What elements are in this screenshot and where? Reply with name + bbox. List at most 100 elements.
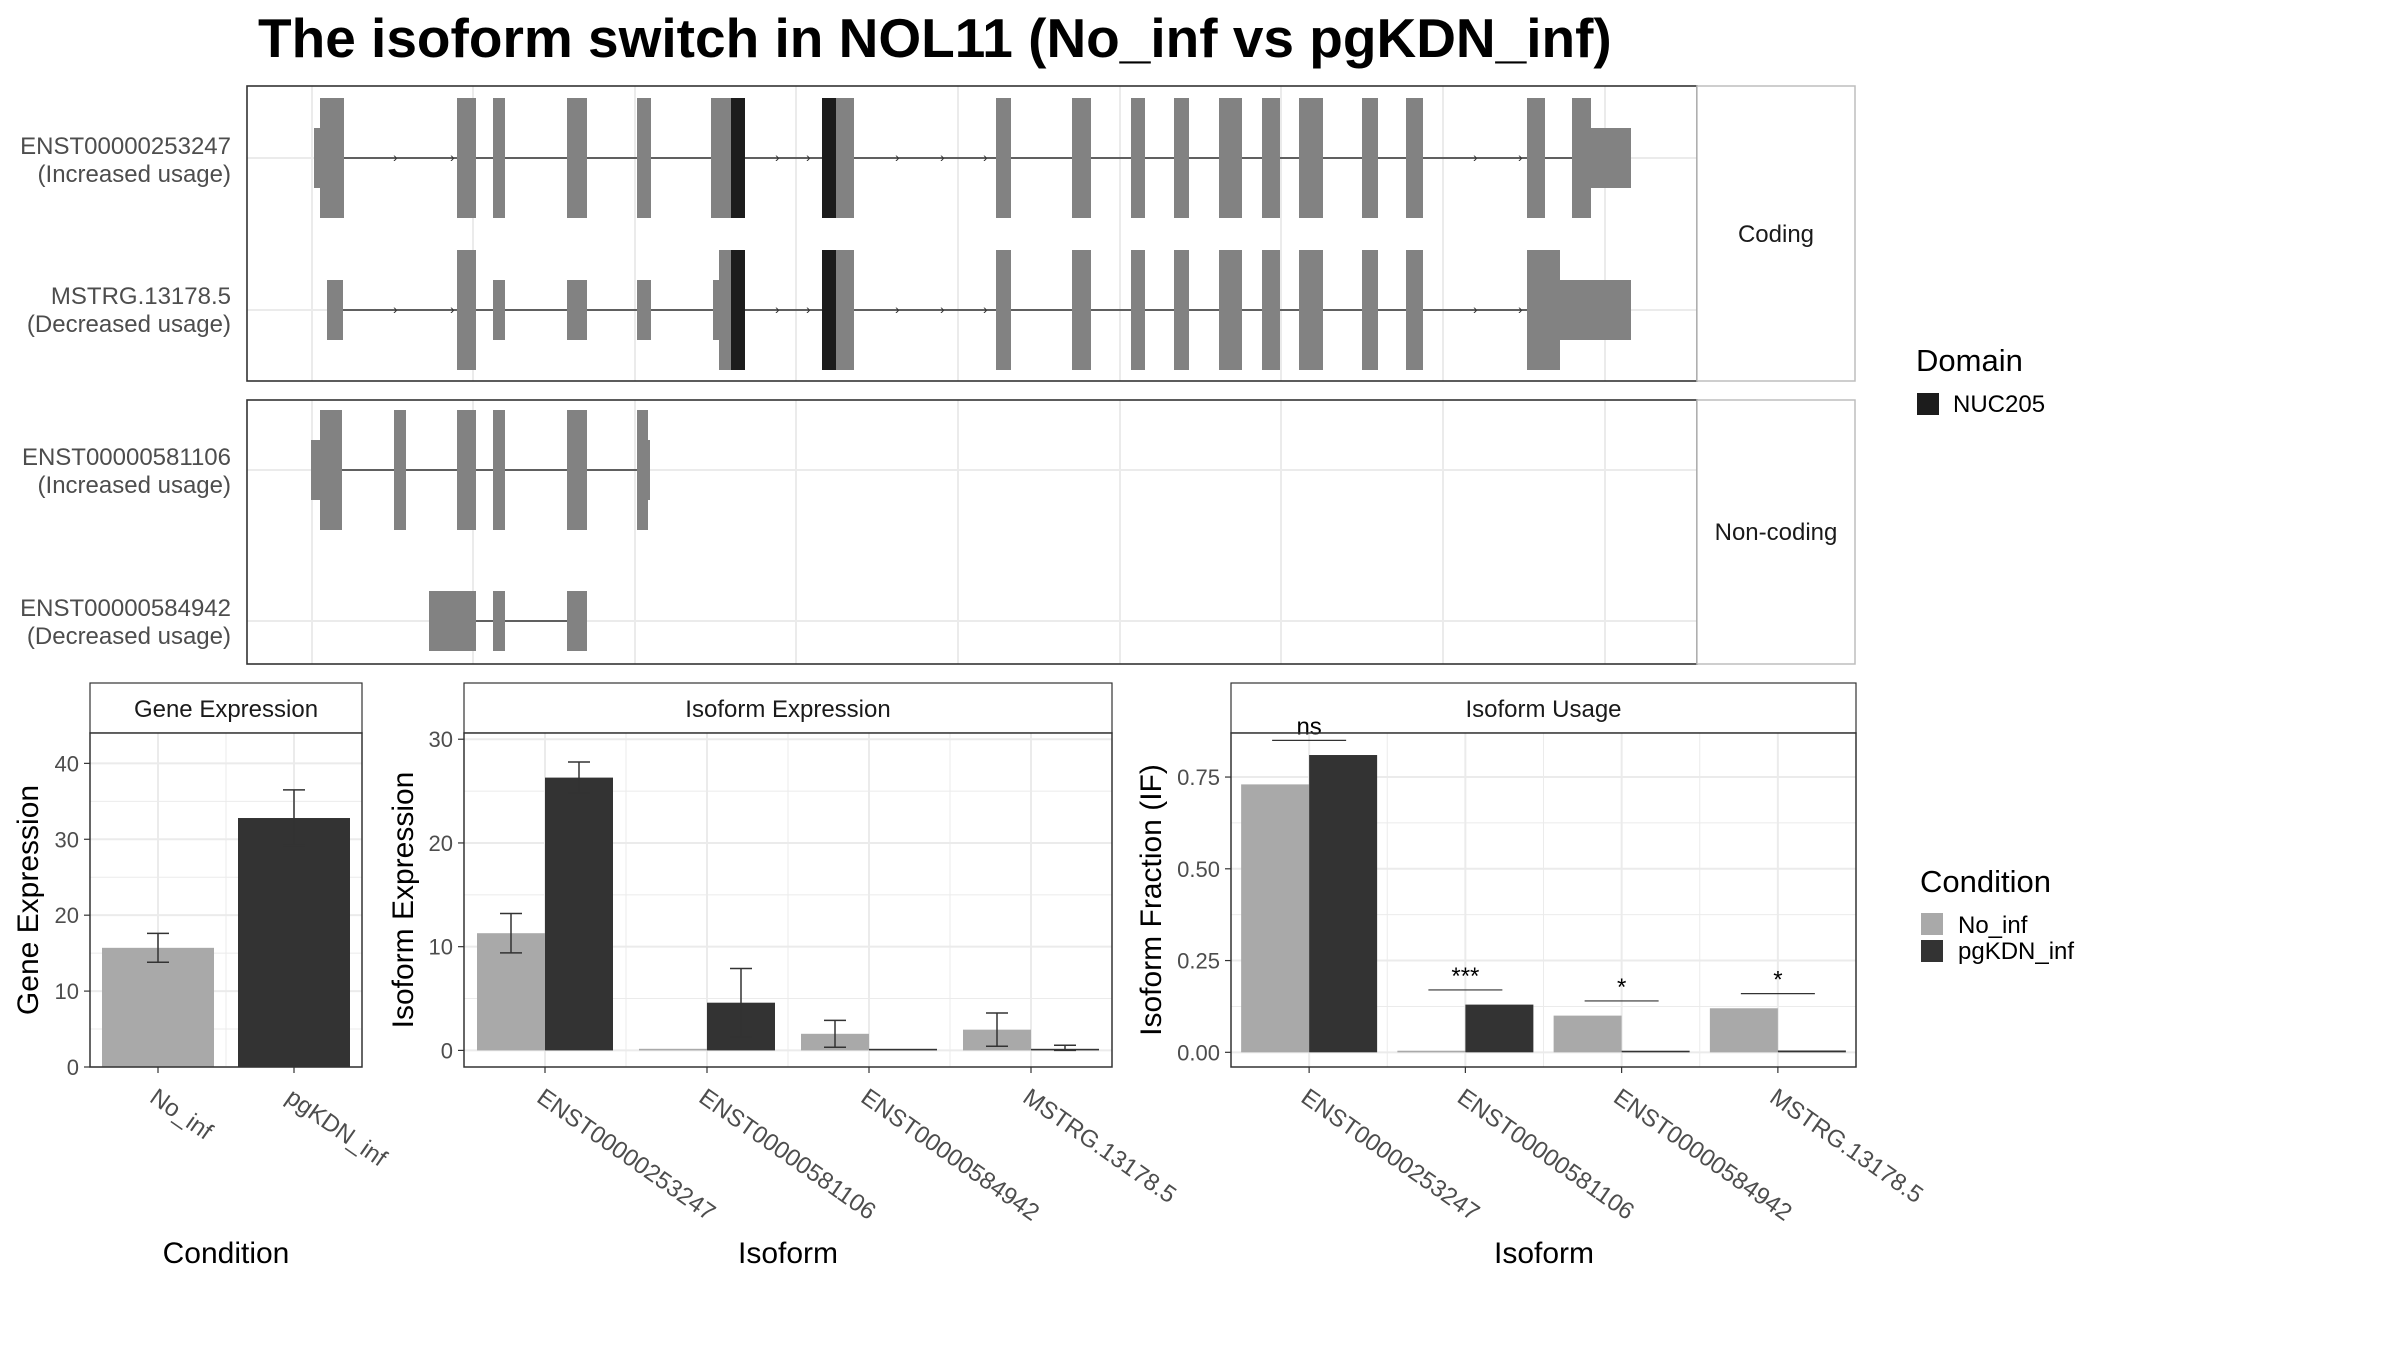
bar-no-inf-enst00000581106	[639, 1048, 707, 1051]
condition-legend-swatch-no-inf	[1921, 913, 1943, 935]
y-tick-label: 10	[55, 979, 79, 1004]
condition-legend-title: Condition	[1920, 864, 2051, 899]
x-axis-title: Isoform	[1494, 1237, 1594, 1270]
y-tick-label: 0	[67, 1055, 79, 1080]
svg-text:›: ›	[393, 301, 398, 317]
bars	[477, 761, 1099, 1052]
bar-pgkdn-inf-enst00000584942	[869, 1048, 937, 1051]
structure-facet-noncoding: Non-coding	[246, 399, 1856, 665]
bar-pgkdn-inf	[238, 818, 350, 1067]
x-tick-label-pgkdn-inf: pgKDN_inf	[281, 1084, 392, 1173]
bar-no-inf-enst00000584942	[1553, 1015, 1622, 1053]
bars	[102, 789, 350, 1067]
x-tick-label-mstrg-13178-5: MSTRG.13178.5	[1018, 1084, 1181, 1209]
svg-text:›: ›	[1518, 149, 1523, 165]
facet-strip-label-coding: Coding	[1738, 221, 1814, 248]
transcript-track-enst00000253247: › › › › › › › › ›	[314, 98, 1631, 218]
x-axis-title: Condition	[163, 1237, 290, 1270]
x-tick-label-no-inf: No_inf	[145, 1084, 218, 1146]
transcript-label-mstrg-13178-5: MSTRG.13178.5	[51, 283, 231, 310]
y-axis-title: Gene Expression	[12, 785, 45, 1015]
y-tick-label: 30	[55, 827, 79, 852]
svg-text:›: ›	[775, 149, 780, 165]
bar-pgkdn-inf-enst00000253247	[545, 777, 613, 1051]
transcript-labels: ENST00000253247 (Increased usage) MSTRG.…	[20, 133, 231, 650]
y-tick-label: 20	[55, 903, 79, 928]
svg-text:›: ›	[1473, 149, 1478, 165]
structure-facet-coding: Coding › › › › › › › › ›	[246, 85, 1856, 382]
x-tick-label-enst00000581106: ENST00000581106	[694, 1084, 881, 1226]
transcript-label-enst00000584942: ENST00000584942	[20, 595, 231, 622]
svg-text:›: ›	[940, 301, 945, 317]
domain-legend-title: Domain	[1916, 343, 2023, 378]
error-bar	[824, 1019, 846, 1049]
domain-nuc205-enst00000253247	[731, 98, 836, 218]
chart-gene-expression: Gene Expression 0 10 20 30 40 No_inf pgKDN_inf C…	[12, 682, 392, 1270]
domain-nuc205-mstrg-13178-5	[731, 250, 836, 370]
bar-no-inf-enst00000581106	[1397, 1050, 1466, 1053]
svg-text:›: ›	[983, 149, 988, 165]
bar-pgkdn-inf-enst00000253247	[1309, 755, 1378, 1053]
panel-border	[1230, 732, 1857, 1068]
transcript-label-enst00000253247: ENST00000253247	[20, 133, 231, 160]
y-axis-title: Isoform Expression	[387, 772, 420, 1029]
chart-isoform-expression: Isoform Expression 0 10 20 30 ENST00000253247…	[387, 682, 1181, 1270]
significance-label: ***	[1451, 963, 1479, 990]
x-tick-label-enst00000584942: ENST00000584942	[856, 1084, 1044, 1227]
svg-text:›: ›	[775, 301, 780, 317]
svg-text:›: ›	[806, 149, 811, 165]
y-tick-label: 0.50	[1177, 857, 1220, 882]
significance-label: ns	[1296, 713, 1321, 740]
condition-legend-swatch-pgkdn-inf	[1921, 940, 1943, 962]
svg-text:›: ›	[1473, 301, 1478, 317]
condition-legend-label-no-inf: No_inf	[1958, 912, 2028, 939]
y-axis: 0.00 0.25 0.50 0.75	[1177, 765, 1231, 1065]
strip-label: Isoform Expression	[685, 696, 890, 723]
x-tick-label-enst00000253247: ENST00000253247	[532, 1084, 720, 1227]
bar-charts: Gene Expression 0 10 20 30 40 No_inf pgKDN_inf C…	[12, 682, 1928, 1270]
figure-title: The isoform switch in NOL11 (No_inf vs p…	[258, 7, 1612, 69]
significance-annotations: ns*** * *	[1272, 713, 1815, 1002]
domain-legend-label: NUC205	[1953, 391, 2045, 418]
bar-pgkdn-inf-enst00000584942	[1621, 1050, 1690, 1053]
svg-text:›: ›	[1518, 301, 1523, 317]
domain-legend: Domain NUC205	[1916, 343, 2045, 418]
strip-label: Gene Expression	[134, 696, 318, 723]
svg-text:›: ›	[450, 301, 455, 317]
panel-border	[463, 732, 1113, 1068]
transcript-track-enst00000581106	[311, 410, 650, 530]
y-tick-label: 0.00	[1177, 1040, 1220, 1065]
transcript-usage-enst00000584942: (Decreased usage)	[27, 623, 231, 650]
panel-border	[89, 732, 363, 1068]
x-axis-title: Isoform	[738, 1237, 838, 1270]
x-tick-label-mstrg-13178-5: MSTRG.13178.5	[1765, 1084, 1928, 1209]
y-axis-title: Isoform Fraction (IF)	[1135, 764, 1168, 1036]
y-tick-label: 30	[429, 727, 453, 752]
y-tick-label: 10	[429, 935, 453, 960]
transcript-usage-mstrg-13178-5: (Decreased usage)	[27, 311, 231, 338]
bar-pgkdn-inf-enst00000581106	[1465, 1004, 1534, 1053]
svg-text:›: ›	[895, 301, 900, 317]
bar-no-inf	[102, 947, 214, 1067]
bar-no-inf-enst00000253247	[1241, 784, 1310, 1053]
strip-label: Isoform Usage	[1465, 696, 1621, 723]
error-bar	[568, 761, 590, 794]
error-bar	[283, 789, 305, 847]
bars	[1241, 755, 1846, 1053]
condition-legend: Condition No_inf pgKDN_inf	[1920, 864, 2074, 965]
facet-strip-coding	[1696, 85, 1856, 382]
structure-panel-coding	[247, 86, 1697, 381]
svg-text:›: ›	[983, 301, 988, 317]
y-tick-label: 40	[55, 751, 79, 776]
transcript-label-enst00000581106: ENST00000581106	[22, 444, 231, 471]
domain-legend-swatch	[1917, 393, 1939, 415]
facet-strip-label-noncoding: Non-coding	[1715, 519, 1838, 546]
x-axis: ENST00000253247ENST00000581106ENST000005…	[1296, 1067, 1928, 1227]
svg-text:›: ›	[895, 149, 900, 165]
transcript-usage-enst00000253247: (Increased usage)	[38, 161, 231, 188]
bar-pgkdn-inf-mstrg-13178-5	[1777, 1050, 1846, 1053]
error-bar	[1054, 1044, 1076, 1052]
error-bar	[986, 1012, 1008, 1048]
